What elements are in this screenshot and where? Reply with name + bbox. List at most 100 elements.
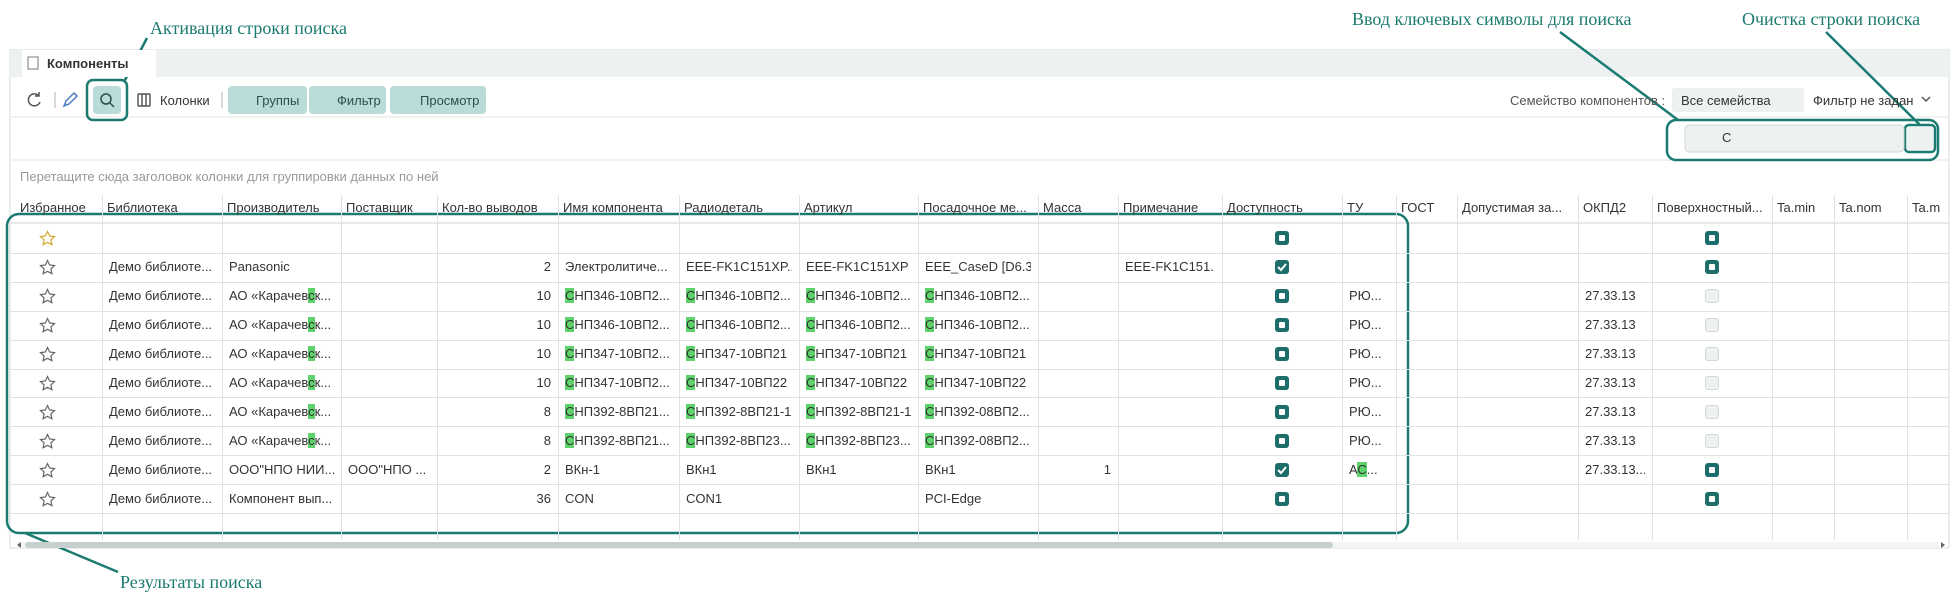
table-cell[interactable]: СНП346-10ВП2...	[565, 317, 670, 333]
table-cell[interactable]: 10	[536, 288, 551, 304]
table-cell[interactable]: РЮ...	[1349, 403, 1382, 419]
column-header[interactable]: Радиодеталь	[684, 200, 764, 215]
table-cell[interactable]: СНП346-10ВП2...	[686, 288, 791, 304]
table-cell[interactable]: АО «Карачевск...	[229, 432, 332, 448]
favorite-star[interactable]	[39, 432, 56, 453]
table-cell[interactable]: СНП346-10ВП2...	[686, 317, 791, 333]
table-cell[interactable]: 27.33.13	[1585, 288, 1636, 304]
search-input[interactable]: С	[1722, 130, 1732, 145]
family-value[interactable]: Все семейства	[1681, 93, 1771, 108]
table-cell[interactable]: СНП346-10ВП2...	[925, 317, 1030, 333]
favorite-star[interactable]	[39, 230, 56, 250]
view-button[interactable]: Просмотр	[390, 86, 486, 114]
column-header[interactable]: Ta.m	[1912, 200, 1941, 215]
column-header[interactable]: Библиотека	[107, 200, 178, 215]
table-cell[interactable]: 8	[543, 432, 551, 448]
refresh-icon[interactable]	[27, 92, 41, 107]
table-cell[interactable]: Демо библиоте...	[109, 374, 213, 390]
column-header[interactable]: Ta.nom	[1839, 200, 1882, 215]
table-cell[interactable]: CON1	[686, 490, 723, 506]
filter-value[interactable]: Фильтр не задан	[1813, 93, 1914, 108]
table-cell[interactable]: Демо библиоте...	[109, 461, 213, 477]
favorite-star[interactable]	[39, 346, 56, 366]
table-cell[interactable]: ВКн-1	[565, 461, 600, 477]
favorite-star[interactable]	[39, 490, 56, 511]
favorite-star[interactable]	[39, 461, 56, 482]
table-cell[interactable]: АО «Карачевск...	[229, 374, 332, 390]
favorite-star[interactable]	[39, 317, 56, 337]
column-header[interactable]: ТУ	[1347, 200, 1364, 215]
columns-button[interactable]: Колонки	[160, 93, 210, 108]
table-cell[interactable]: АО «Карачевск...	[229, 346, 332, 362]
clear-button[interactable]	[1907, 127, 1933, 150]
table-cell[interactable]: 10	[536, 374, 551, 390]
table-cell[interactable]: СНП392-8ВП21-1	[806, 403, 911, 419]
column-header[interactable]: Избранное	[20, 200, 86, 215]
column-header[interactable]: Ta.min	[1777, 200, 1816, 215]
table-cell[interactable]: 27.33.13	[1585, 317, 1636, 333]
column-header[interactable]: Имя компонента	[563, 200, 663, 215]
table-cell[interactable]: ООО"НПО НИИ...	[229, 461, 334, 477]
table-cell[interactable]: РЮ...	[1349, 432, 1382, 448]
table-cell[interactable]: АС...	[1349, 461, 1378, 477]
table-cell[interactable]: 36	[536, 490, 551, 506]
table-cell[interactable]: Демо библиоте...	[109, 259, 213, 275]
edit-icon[interactable]	[62, 91, 79, 108]
table-cell[interactable]: EEE_CaseD [D6.3]	[925, 259, 1031, 275]
table-cell[interactable]: 27.33.13	[1585, 432, 1636, 448]
table-cell[interactable]: СНП346-10ВП2...	[806, 317, 911, 333]
table-cell[interactable]: ВКн1	[925, 461, 956, 477]
table-cell[interactable]: Демо библиоте...	[109, 432, 213, 448]
tab[interactable]	[22, 50, 156, 77]
column-header[interactable]: Примечание	[1123, 200, 1199, 215]
table-cell[interactable]: СНП392-8ВП23...	[686, 432, 791, 448]
table-cell[interactable]: СНП392-8ВП21...	[565, 432, 670, 448]
table-cell[interactable]: Демо библиоте...	[109, 288, 213, 304]
table-cell[interactable]: СНП347-10ВП22	[806, 374, 908, 390]
table-cell[interactable]: СНП392-08ВП2...	[925, 432, 1030, 448]
table-cell[interactable]: СНП347-10ВП21	[925, 346, 1027, 362]
search-box[interactable]	[1684, 124, 1905, 153]
columns-icon[interactable]	[137, 93, 151, 107]
table-cell[interactable]: 10	[536, 317, 551, 333]
table-cell[interactable]: ВКн1	[686, 461, 717, 477]
column-header[interactable]: ГОСТ	[1401, 200, 1435, 215]
tab-title[interactable]: Компоненты	[47, 56, 129, 71]
scrollbar-thumb[interactable]	[25, 542, 1333, 548]
table-cell[interactable]: СНП392-8ВП21-1	[686, 403, 792, 419]
table-cell[interactable]: Демо библиоте...	[109, 490, 213, 506]
table-cell[interactable]: 27.33.13...	[1585, 461, 1645, 477]
table-cell[interactable]: АО «Карачевск...	[229, 288, 332, 304]
family-select[interactable]	[1672, 88, 1804, 112]
table-cell[interactable]: 2	[543, 461, 551, 477]
table-cell[interactable]: СНП392-8ВП23...	[806, 432, 911, 448]
table-cell[interactable]: 27.33.13	[1585, 374, 1636, 390]
table-cell[interactable]: 10	[536, 346, 551, 362]
table-cell[interactable]: Компонент вып...	[229, 490, 333, 506]
table-cell[interactable]: СНП347-10ВП21	[806, 346, 908, 362]
column-header[interactable]: Масса	[1043, 200, 1082, 215]
column-header[interactable]: Кол-во выводов	[442, 200, 538, 215]
table-cell[interactable]: РЮ...	[1349, 317, 1382, 333]
column-header[interactable]: ОКПД2	[1583, 200, 1627, 215]
table-cell[interactable]: РЮ...	[1349, 374, 1382, 390]
table-cell[interactable]: РЮ...	[1349, 288, 1382, 304]
table-cell[interactable]: 27.33.13	[1585, 403, 1636, 419]
table-cell[interactable]: 1	[1103, 461, 1111, 477]
table-cell[interactable]: СНП392-08ВП2...	[925, 403, 1030, 419]
favorite-star[interactable]	[39, 288, 56, 308]
table-cell[interactable]: АО «Карачевск...	[229, 403, 332, 419]
table-cell[interactable]: EEE-FK1C151XP...	[686, 259, 792, 275]
table-cell[interactable]: СНП392-8ВП21...	[565, 403, 670, 419]
table-cell[interactable]: CON	[565, 490, 594, 506]
table-cell[interactable]: Демо библиоте...	[109, 317, 213, 333]
favorite-star[interactable]	[39, 375, 56, 395]
table-cell[interactable]: 2	[543, 259, 551, 275]
column-header[interactable]: Допустимая за...	[1462, 200, 1563, 215]
column-header[interactable]: Доступность	[1227, 200, 1303, 215]
table-cell[interactable]: СНП347-10ВП22	[686, 374, 788, 390]
column-header[interactable]: Производитель	[227, 200, 320, 215]
table-cell[interactable]: 27.33.13	[1585, 346, 1636, 362]
groups-button[interactable]: Группы	[228, 86, 307, 114]
column-header[interactable]: Посадочное ме...	[923, 200, 1027, 215]
